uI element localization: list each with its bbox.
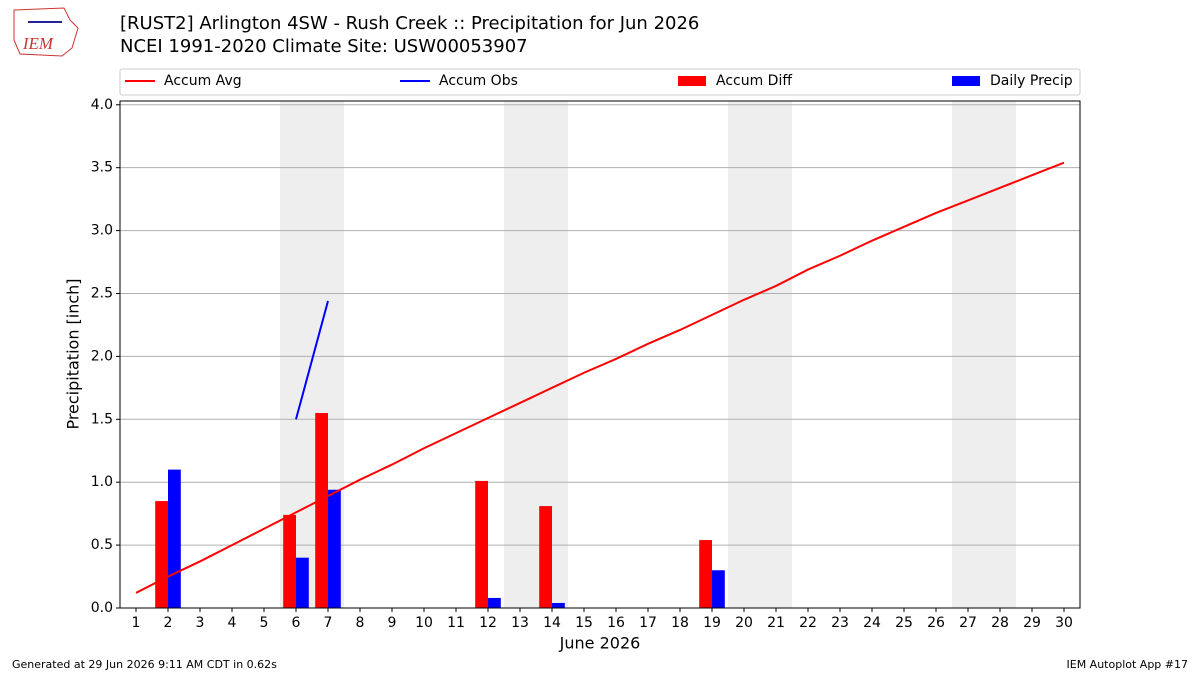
y-tick-label: 4.0 (91, 97, 113, 113)
x-tick-label: 29 (1023, 615, 1041, 631)
legend-swatch (678, 76, 706, 86)
legend-label: Daily Precip (990, 73, 1073, 89)
bar (712, 570, 725, 608)
bar (168, 469, 181, 608)
x-tick-label: 11 (447, 615, 465, 631)
bar (328, 489, 341, 608)
y-tick-label: 3.0 (91, 223, 113, 239)
footer-left: Generated at 29 Jun 2026 9:11 AM CDT in … (12, 658, 277, 671)
x-tick-label: 4 (228, 615, 237, 631)
x-tick-label: 6 (292, 615, 301, 631)
bar (539, 506, 552, 608)
plot-frame (119, 100, 1081, 609)
chart-subtitle: NCEI 1991-2020 Climate Site: USW00053907 (120, 36, 528, 57)
line (295, 300, 329, 420)
y-tick-label: 0.0 (91, 600, 113, 616)
x-tick-label: 19 (703, 615, 721, 631)
x-tick-label: 17 (639, 615, 657, 631)
x-tick-label: 8 (356, 615, 365, 631)
legend-label: Accum Avg (164, 73, 242, 89)
x-tick-label: 25 (895, 615, 913, 631)
y-axis-label: Precipitation [inch] (64, 278, 83, 429)
legend-label: Accum Obs (439, 73, 518, 89)
y-tick-label: 2.5 (91, 285, 113, 301)
x-tick-label: 9 (388, 615, 397, 631)
logo: IEM (13, 7, 79, 57)
line (135, 161, 1065, 594)
x-tick-label: 24 (863, 615, 881, 631)
x-tick-label: 1 (132, 615, 141, 631)
y-tick-label: 0.5 (91, 537, 113, 553)
x-tick-label: 18 (671, 615, 689, 631)
legend-label: Accum Diff (716, 73, 792, 89)
bar (552, 602, 565, 608)
x-tick-label: 13 (511, 615, 529, 631)
x-tick-label: 15 (575, 615, 593, 631)
x-axis-label: June 2026 (559, 634, 641, 653)
x-tick-label: 21 (767, 615, 785, 631)
x-tick-label: 23 (831, 615, 849, 631)
y-tick-label: 1.0 (91, 474, 113, 490)
legend-box (119, 68, 1081, 96)
x-tick-label: 5 (260, 615, 269, 631)
bar (155, 501, 168, 608)
x-tick-label: 16 (607, 615, 625, 631)
x-tick-label: 7 (324, 615, 333, 631)
x-tick-label: 12 (479, 615, 497, 631)
bar (488, 597, 501, 608)
bar (699, 540, 712, 608)
x-tick-label: 28 (991, 615, 1009, 631)
y-tick-label: 3.5 (91, 160, 113, 176)
bar (315, 413, 328, 608)
logo-outline (13, 7, 79, 57)
x-tick-label: 2 (164, 615, 173, 631)
logo-text: IEM (22, 34, 54, 53)
x-tick-label: 20 (735, 615, 753, 631)
bar (283, 514, 296, 608)
y-tick-label: 1.5 (91, 411, 113, 427)
bar (296, 557, 309, 608)
weekend-shade (728, 101, 792, 608)
x-tick-label: 14 (543, 615, 561, 631)
weekend-shade (504, 101, 568, 608)
x-tick-label: 22 (799, 615, 817, 631)
x-tick-label: 3 (196, 615, 205, 631)
chart-title: [RUST2] Arlington 4SW - Rush Creek :: Pr… (120, 13, 699, 34)
weekend-shade (952, 101, 1016, 608)
x-tick-label: 26 (927, 615, 945, 631)
footer-right: IEM Autoplot App #17 (1067, 658, 1189, 671)
y-tick-label: 2.0 (91, 348, 113, 364)
x-tick-label: 10 (415, 615, 433, 631)
legend-swatch (952, 76, 980, 86)
x-tick-label: 30 (1055, 615, 1073, 631)
x-tick-label: 27 (959, 615, 977, 631)
bar (475, 480, 488, 608)
